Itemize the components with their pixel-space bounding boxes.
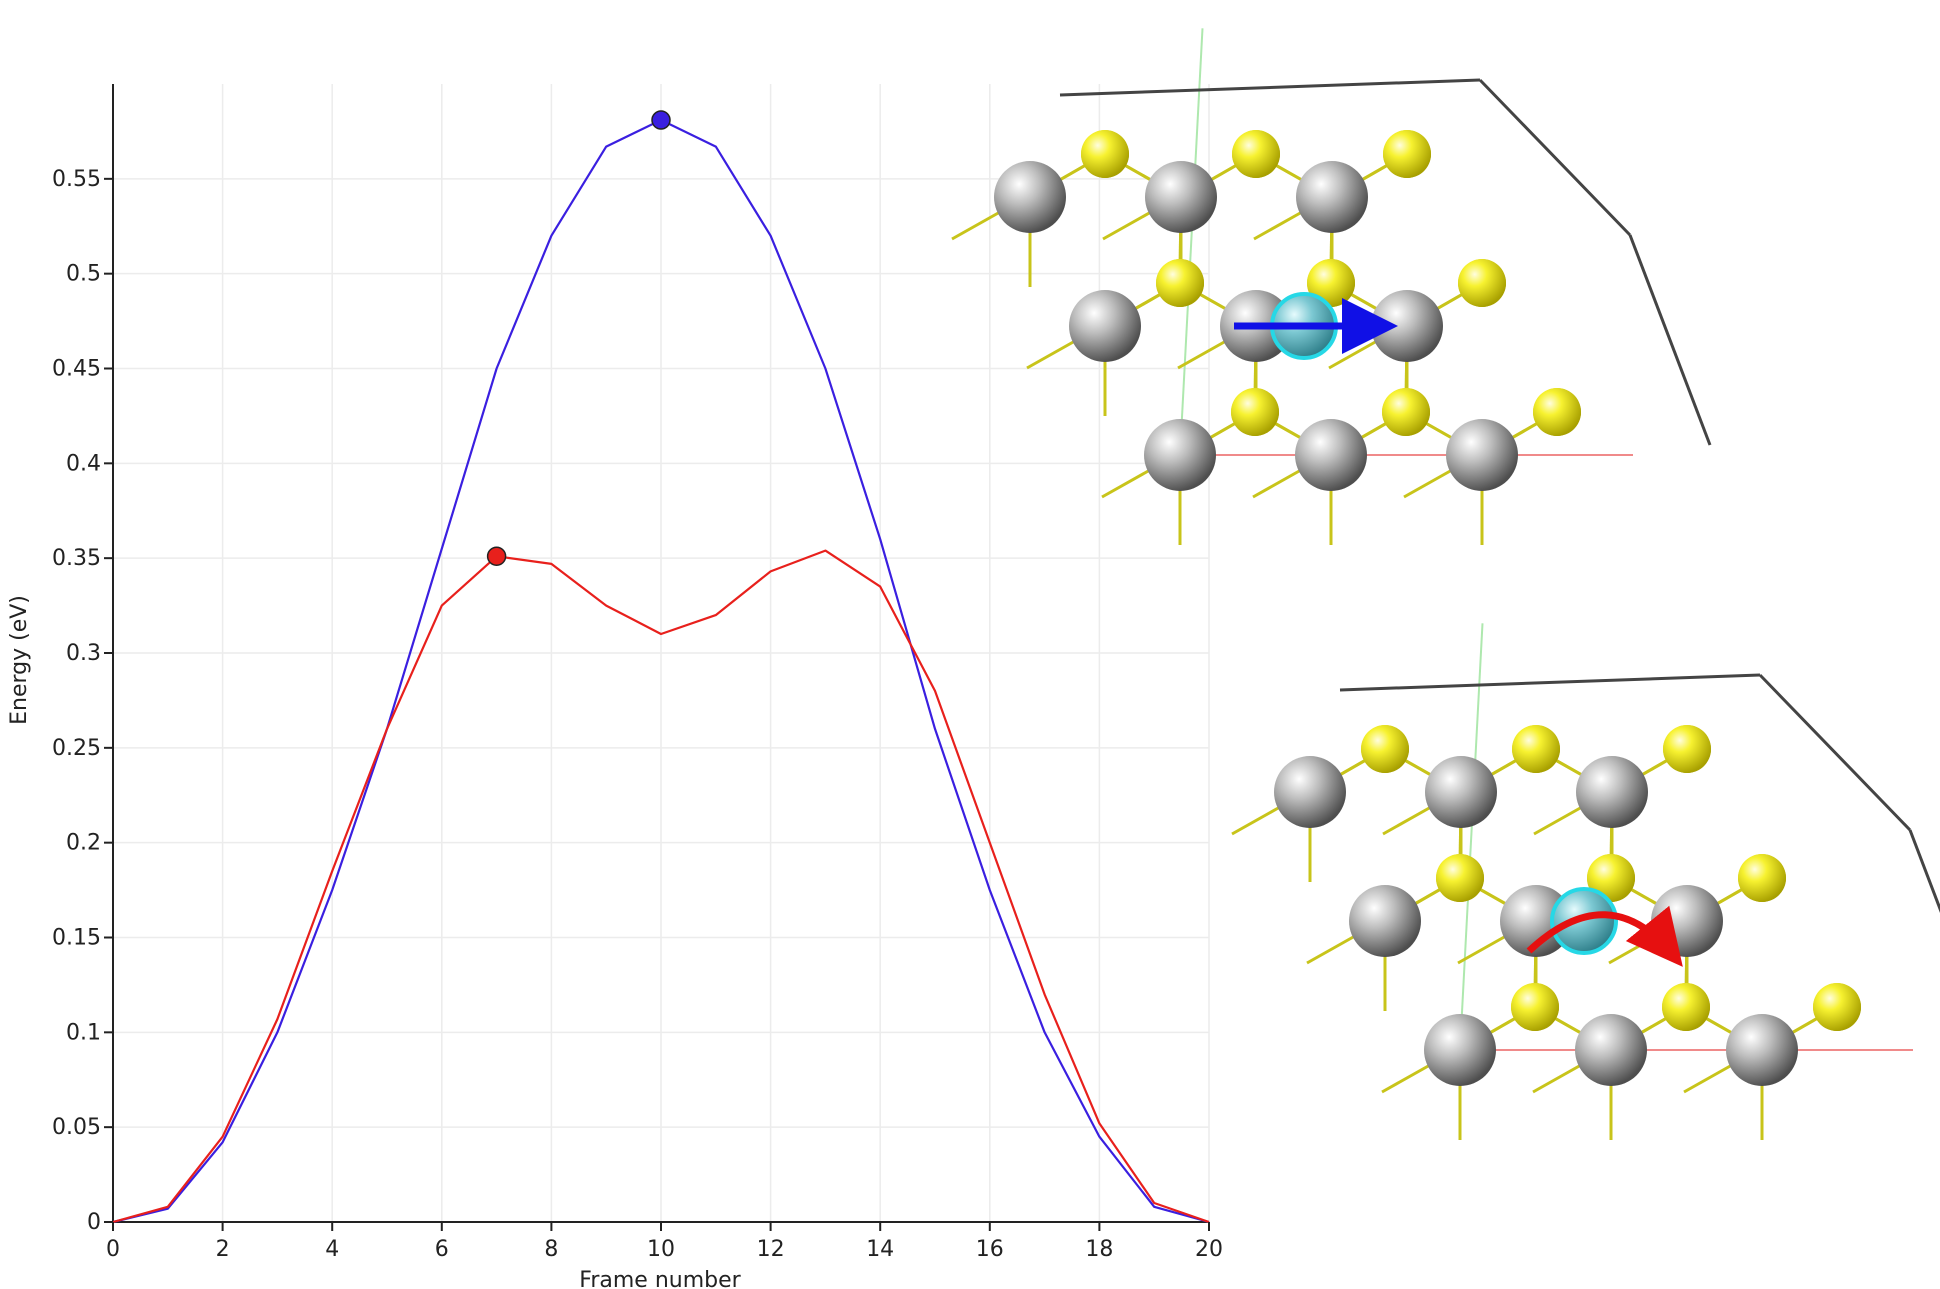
- metal-atom: [1145, 161, 1217, 233]
- x-tick-label: 14: [866, 1237, 894, 1262]
- bond: [1306, 934, 1356, 965]
- sulfur-atom: [1533, 388, 1581, 436]
- bond: [1231, 805, 1281, 836]
- y-tick-label: 0: [87, 1210, 101, 1235]
- sulfur-atom: [1382, 388, 1430, 436]
- energy-plot: 0 2 4 6 8 10 12 14 16 18 20 0 0.05 0.1 0.15 0.2 0.25 0.3 0…: [7, 28, 1940, 1289]
- sulfur-atom: [1361, 725, 1409, 773]
- x-tick-label: 2: [216, 1237, 230, 1262]
- x-tick-label: 16: [976, 1237, 1004, 1262]
- y-tick-label: 0.35: [52, 546, 101, 571]
- curved-arrow: [1526, 905, 1683, 967]
- sulfur-atom: [1458, 259, 1506, 307]
- bond: [1252, 468, 1302, 499]
- cell-edge-b: [1459, 623, 1484, 1051]
- sulfur-atom: [1587, 854, 1635, 902]
- bond: [1628, 234, 1712, 446]
- y-tick-label: 0.2: [66, 831, 101, 856]
- y-tick-label: 0.3: [66, 641, 101, 666]
- x-tick-label: 18: [1085, 1237, 1113, 1262]
- x-tick-label: 8: [544, 1237, 558, 1262]
- bond: [1533, 805, 1583, 836]
- bond: [1253, 210, 1303, 241]
- sulfur-atom: [1662, 983, 1710, 1031]
- sulfur-atom: [1663, 725, 1711, 773]
- x-tick-label: 10: [647, 1237, 675, 1262]
- sulfur-atom: [1813, 983, 1861, 1031]
- y-tick-label: 0.05: [52, 1115, 101, 1140]
- inset-bottom-structure: [1231, 623, 1940, 1140]
- bond: [1381, 1063, 1431, 1094]
- metal-atom: [1069, 290, 1141, 362]
- bond: [1608, 934, 1658, 965]
- metal-atom: [1274, 756, 1346, 828]
- bond: [1026, 339, 1076, 370]
- sulfur-atom: [1081, 130, 1129, 178]
- metal-atom: [1425, 756, 1497, 828]
- bond: [1403, 468, 1453, 499]
- series-layer: [112, 110, 1210, 1224]
- series-line-2: [112, 549, 1210, 1224]
- metal-atom: [1500, 885, 1572, 957]
- sulfur-atom: [1156, 259, 1204, 307]
- bond: [1683, 1063, 1733, 1094]
- x-axis-label: Frame number: [579, 1268, 741, 1289]
- x-tick-label: 12: [757, 1237, 785, 1262]
- sulfur-atom: [1512, 725, 1560, 773]
- sulfur-atom: [1307, 259, 1355, 307]
- metal-atom: [1446, 419, 1518, 491]
- bond: [1478, 78, 1632, 237]
- metal-atom: [1295, 419, 1367, 491]
- bond: [1328, 339, 1378, 370]
- metal-atom: [1349, 885, 1421, 957]
- metal-atom: [1144, 419, 1216, 491]
- metal-atom: [994, 161, 1066, 233]
- bond: [1101, 468, 1151, 499]
- migrating-atom: [1550, 887, 1618, 955]
- metal-atom: [1576, 756, 1648, 828]
- sulfur-atom: [1738, 854, 1786, 902]
- metal-atom: [1424, 1014, 1496, 1086]
- sulfur-atom: [1232, 130, 1280, 178]
- inset-top-structure: [951, 28, 1712, 545]
- series-marker-2: [486, 546, 507, 567]
- y-tick-label: 0.55: [52, 167, 101, 192]
- bond: [951, 210, 1001, 241]
- metal-atom: [1726, 1014, 1798, 1086]
- bond: [1177, 339, 1227, 370]
- sulfur-atom: [1436, 854, 1484, 902]
- bond: [1059, 78, 1481, 97]
- y-tick-label: 0.15: [52, 926, 101, 951]
- metal-atom: [1296, 161, 1368, 233]
- cell-edge-b: [1179, 28, 1204, 456]
- bond: [1758, 673, 1912, 832]
- bond: [1908, 829, 1940, 913]
- y-tick-label: 0.5: [66, 262, 101, 287]
- bond: [1532, 1063, 1582, 1094]
- bond: [1382, 805, 1432, 836]
- y-tick-label: 0.45: [52, 357, 101, 382]
- bond: [1102, 210, 1152, 241]
- x-tick-label: 6: [435, 1237, 449, 1262]
- x-tick-label: 20: [1195, 1237, 1223, 1262]
- sulfur-atom: [1231, 388, 1279, 436]
- sulfur-atom: [1511, 983, 1559, 1031]
- bond: [1457, 934, 1507, 965]
- ticks: 0 2 4 6 8 10 12 14 16 18 20 0 0.05 0.1 0.15 0.2 0.25 0.3 0…: [52, 167, 1223, 1262]
- metal-atom: [1575, 1014, 1647, 1086]
- series-marker-1: [651, 110, 671, 130]
- y-tick-label: 0.4: [66, 451, 101, 476]
- y-axis-label: Energy (eV): [7, 595, 32, 725]
- y-tick-label: 0.1: [66, 1020, 101, 1045]
- grid: [113, 84, 1210, 1222]
- y-tick-label: 0.25: [52, 736, 101, 761]
- sulfur-atom: [1383, 130, 1431, 178]
- bond: [1339, 673, 1761, 692]
- x-tick-label: 0: [106, 1237, 120, 1262]
- x-tick-label: 4: [325, 1237, 339, 1262]
